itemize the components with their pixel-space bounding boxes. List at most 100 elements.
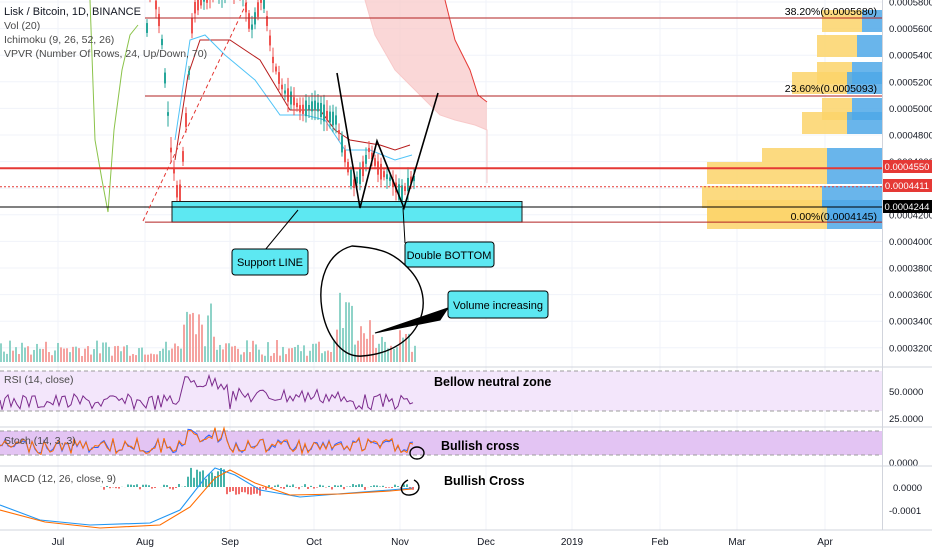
macd-hist-bar xyxy=(229,487,231,492)
macd-pane[interactable]: MACD (12, 26, close, 9) Bullish Cross 0.… xyxy=(0,465,932,529)
vpvr-down-bar xyxy=(792,72,847,94)
support-callout-text: Support LINE xyxy=(237,257,303,269)
macd-hist-bar xyxy=(280,487,282,489)
volume-bar xyxy=(147,354,149,362)
volume-bar xyxy=(285,354,287,362)
stoch-tick-0: 0.0000 xyxy=(889,458,918,469)
price-tick-label: 0.0005600 xyxy=(889,24,932,35)
candle-body xyxy=(401,185,403,202)
candle-body xyxy=(245,2,247,13)
volume-bar xyxy=(303,345,305,362)
stoch-pane[interactable]: Stoch (14, 3, 3) Bullish cross 0.0000 xyxy=(0,425,932,469)
macd-hist-bar xyxy=(403,484,405,487)
macd-hist-bar xyxy=(298,487,300,490)
volume-bar xyxy=(129,355,131,362)
stoch-d-line xyxy=(0,425,414,456)
candle-body xyxy=(182,151,184,162)
volume-bar xyxy=(87,346,89,362)
macd-hist-bar xyxy=(412,487,414,490)
volume-bar xyxy=(39,348,41,362)
volume-bar xyxy=(351,305,353,362)
price-tick-label: 0.0004000 xyxy=(889,237,932,248)
macd-hist-bar xyxy=(103,487,105,490)
vpvr-down-bar xyxy=(762,148,827,162)
volume-bar xyxy=(414,345,416,362)
macd-hist-bar xyxy=(388,487,390,488)
volume-bar xyxy=(156,354,158,362)
macd-hist-bar xyxy=(310,485,312,487)
volume-bar xyxy=(210,303,212,362)
macd-hist-bar xyxy=(340,484,342,487)
macd-hist-bar xyxy=(193,477,195,487)
candle-body xyxy=(191,18,193,34)
volume-bar xyxy=(132,354,134,362)
macd-hist-bar xyxy=(352,484,354,487)
badge-4411-bg xyxy=(883,179,932,192)
macd-hist-bar xyxy=(199,471,201,487)
volume-bar xyxy=(342,328,344,362)
macd-hist-bar xyxy=(154,487,156,488)
macd-hist-bar xyxy=(106,485,108,487)
volume-bar xyxy=(75,346,77,362)
volume-bar xyxy=(3,351,5,362)
vpvr-down-bar xyxy=(817,35,857,57)
volume-bar xyxy=(240,354,242,362)
volume-bar xyxy=(237,348,239,362)
macd-label[interactable]: MACD (12, 26, close, 9) xyxy=(4,473,116,485)
symbol-title[interactable]: Lisk / Bitcoin, 1D, BINANCE xyxy=(4,6,141,18)
macd-hist-bar xyxy=(364,487,366,490)
vpvr-down-bar xyxy=(822,10,862,32)
candle-body xyxy=(338,130,340,134)
macd-hist-bar xyxy=(262,487,264,489)
candle-body xyxy=(323,104,325,122)
volume-bar xyxy=(300,351,302,362)
dashed-trendline[interactable] xyxy=(142,0,249,222)
volume-bar xyxy=(252,340,254,362)
macd-hist-bar xyxy=(220,467,222,487)
candle-body xyxy=(404,186,406,192)
time-axis[interactable]: Jul Aug Sep Oct Nov Dec 2019 Feb Mar Apr xyxy=(0,529,932,548)
macd-hist-bar xyxy=(115,487,117,489)
macd-hist-bar xyxy=(211,472,213,487)
volume-callout-box xyxy=(447,290,549,319)
macd-annotation: Bullish Cross xyxy=(444,474,525,488)
volume-bar xyxy=(96,340,98,362)
volume-bar xyxy=(216,349,218,362)
legend-volume[interactable]: Vol (20) xyxy=(4,20,40,32)
volume-bar xyxy=(57,342,59,362)
legend-ichimoku[interactable]: Ichimoku (9, 26, 52, 26) xyxy=(4,34,114,46)
support-zone[interactable] xyxy=(171,201,523,223)
volume-bar xyxy=(327,350,329,362)
rsi-label[interactable]: RSI (14, close) xyxy=(4,374,73,386)
macd-hist-bar xyxy=(217,471,219,487)
volume-bar xyxy=(234,345,236,362)
support-line-callout[interactable]: Support LINE xyxy=(231,209,309,276)
candle-body xyxy=(257,2,259,17)
fib-23-6-label: 23.60%(0.0005093) xyxy=(785,83,877,95)
macd-hist-bar xyxy=(127,484,129,487)
candle-body xyxy=(359,168,361,185)
volume-bar xyxy=(207,315,209,362)
volume-increasing-callout[interactable]: Volume increasing xyxy=(320,245,549,357)
macd-hist-bar xyxy=(190,467,192,487)
candle-body xyxy=(173,167,175,174)
candle-body xyxy=(317,102,319,112)
stoch-label[interactable]: Stoch (14, 3, 3) xyxy=(4,435,76,447)
time-tick-label: Aug xyxy=(136,537,154,548)
rsi-pane[interactable]: RSI (14, close) Bellow neutral zone 50.0… xyxy=(0,366,932,425)
vpvr-up-bar xyxy=(857,35,882,57)
price-tick-label: 0.0005800 xyxy=(889,0,932,9)
volume-bar xyxy=(9,340,11,362)
time-tick-label: Nov xyxy=(391,537,409,548)
double-bottom-callout[interactable]: Double BOTTOM xyxy=(402,207,495,268)
chart-legend: Lisk / Bitcoin, 1D, BINANCE Vol (20) Ich… xyxy=(4,6,207,60)
candle-body xyxy=(410,176,412,184)
double-bottom-pattern-line[interactable] xyxy=(336,72,439,211)
macd-hist-bar xyxy=(316,487,318,488)
vpvr-down-bar xyxy=(707,207,827,229)
volume-bar xyxy=(33,349,35,362)
volume-bar xyxy=(144,354,146,362)
legend-vpvr[interactable]: VPVR (Number Of Rows, 24, Up/Down, 70) xyxy=(4,48,207,60)
candle-body xyxy=(176,185,178,198)
